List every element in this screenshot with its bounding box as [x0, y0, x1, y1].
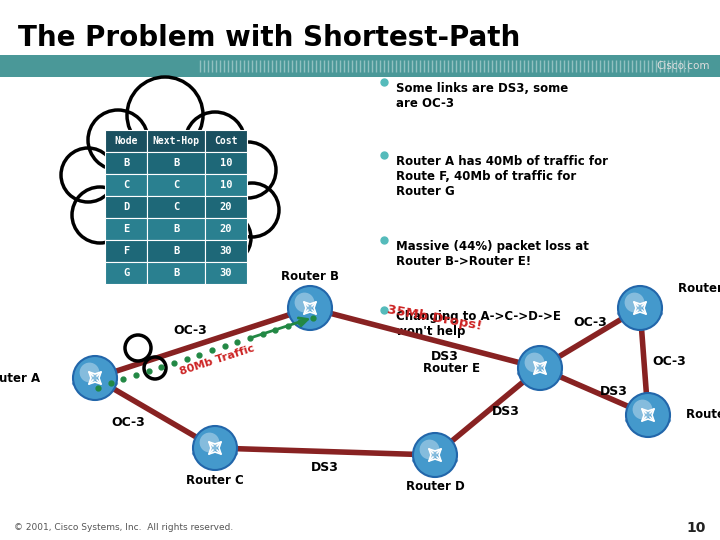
Bar — [147, 174, 205, 196]
Text: G: G — [123, 268, 129, 278]
Text: The Problem with Shortest-Path: The Problem with Shortest-Path — [18, 24, 521, 52]
Circle shape — [420, 440, 439, 460]
Bar — [147, 262, 205, 284]
Text: B: B — [173, 158, 179, 168]
Text: OC-3: OC-3 — [652, 355, 686, 368]
Text: Router A has 40Mb of traffic for
Route F, 40Mb of traffic for
Router G: Router A has 40Mb of traffic for Route F… — [396, 155, 608, 198]
Ellipse shape — [72, 377, 118, 389]
Bar — [105, 152, 147, 174]
Circle shape — [413, 433, 457, 477]
Circle shape — [80, 362, 99, 382]
Text: Node: Node — [114, 136, 138, 146]
Text: Router D: Router D — [405, 481, 464, 494]
Bar — [147, 218, 205, 240]
Text: Some links are DS3, some
are OC-3: Some links are DS3, some are OC-3 — [396, 82, 568, 110]
Circle shape — [88, 110, 148, 170]
Bar — [205, 174, 247, 196]
Text: C: C — [173, 202, 179, 212]
Text: Router C: Router C — [186, 474, 244, 487]
Circle shape — [288, 286, 332, 330]
Text: Next-Hop: Next-Hop — [153, 136, 199, 146]
Text: DS3: DS3 — [492, 405, 519, 418]
Circle shape — [61, 148, 115, 202]
Text: © 2001, Cisco Systems, Inc.  All rights reserved.: © 2001, Cisco Systems, Inc. All rights r… — [14, 523, 233, 532]
Text: 35Mb Drops!: 35Mb Drops! — [387, 303, 484, 333]
Bar — [147, 130, 205, 152]
Text: Cisco.com: Cisco.com — [657, 61, 710, 71]
Ellipse shape — [617, 307, 663, 320]
Bar — [205, 196, 247, 218]
Bar — [105, 240, 147, 262]
Text: DS3: DS3 — [311, 461, 339, 474]
Bar — [105, 218, 147, 240]
Text: OC-3: OC-3 — [173, 323, 207, 336]
Text: C: C — [123, 180, 129, 190]
Text: Changing to A->C->D->E
won't help: Changing to A->C->D->E won't help — [396, 310, 561, 338]
Text: 20: 20 — [220, 202, 233, 212]
Text: C: C — [173, 180, 179, 190]
Bar — [105, 130, 147, 152]
Text: 30: 30 — [220, 268, 233, 278]
Ellipse shape — [412, 455, 458, 467]
Text: D: D — [123, 202, 129, 212]
Text: B: B — [173, 224, 179, 234]
Circle shape — [127, 77, 203, 153]
Text: 80Mb Traffic: 80Mb Traffic — [178, 343, 256, 377]
Text: E: E — [123, 224, 129, 234]
Text: F: F — [123, 246, 129, 256]
Circle shape — [72, 187, 128, 243]
Ellipse shape — [517, 367, 563, 380]
Text: 20: 20 — [220, 224, 233, 234]
Bar — [147, 152, 205, 174]
Circle shape — [220, 142, 276, 198]
Bar — [147, 196, 205, 218]
Text: OC-3: OC-3 — [573, 315, 607, 328]
Text: Cost: Cost — [215, 136, 238, 146]
Circle shape — [294, 293, 315, 313]
Circle shape — [518, 346, 562, 390]
Circle shape — [193, 426, 237, 470]
Bar — [205, 152, 247, 174]
Circle shape — [157, 217, 213, 273]
Text: Router B: Router B — [281, 269, 339, 282]
Text: B: B — [173, 246, 179, 256]
Text: 30: 30 — [220, 246, 233, 256]
Circle shape — [626, 393, 670, 437]
Ellipse shape — [625, 415, 671, 427]
Ellipse shape — [287, 307, 333, 320]
Circle shape — [633, 400, 652, 420]
Bar — [0, 55, 720, 77]
Text: B: B — [173, 268, 179, 278]
Circle shape — [624, 293, 644, 313]
Text: Router A: Router A — [0, 372, 40, 384]
Circle shape — [525, 353, 544, 373]
Bar — [205, 218, 247, 240]
Text: Router E: Router E — [423, 361, 480, 375]
Bar — [105, 262, 147, 284]
Text: OC-3: OC-3 — [111, 415, 145, 429]
Bar — [205, 262, 247, 284]
Text: Massive (44%) packet loss at
Router B->Router E!: Massive (44%) packet loss at Router B->R… — [396, 240, 589, 268]
Circle shape — [225, 183, 279, 237]
Bar — [205, 240, 247, 262]
Circle shape — [110, 208, 170, 268]
Circle shape — [199, 212, 251, 264]
Bar — [105, 196, 147, 218]
Bar — [147, 240, 205, 262]
Text: Router F: Router F — [678, 281, 720, 294]
Text: B: B — [123, 158, 129, 168]
Circle shape — [618, 286, 662, 330]
Bar — [105, 174, 147, 196]
Text: Router G: Router G — [686, 408, 720, 422]
Text: 10: 10 — [220, 180, 233, 190]
Ellipse shape — [192, 448, 238, 460]
Text: DS3: DS3 — [600, 385, 628, 398]
Circle shape — [185, 112, 245, 172]
Text: DS3: DS3 — [431, 349, 459, 362]
Circle shape — [199, 433, 220, 453]
Circle shape — [73, 356, 117, 400]
Bar — [205, 130, 247, 152]
Text: 10: 10 — [687, 521, 706, 535]
Text: 10: 10 — [220, 158, 233, 168]
